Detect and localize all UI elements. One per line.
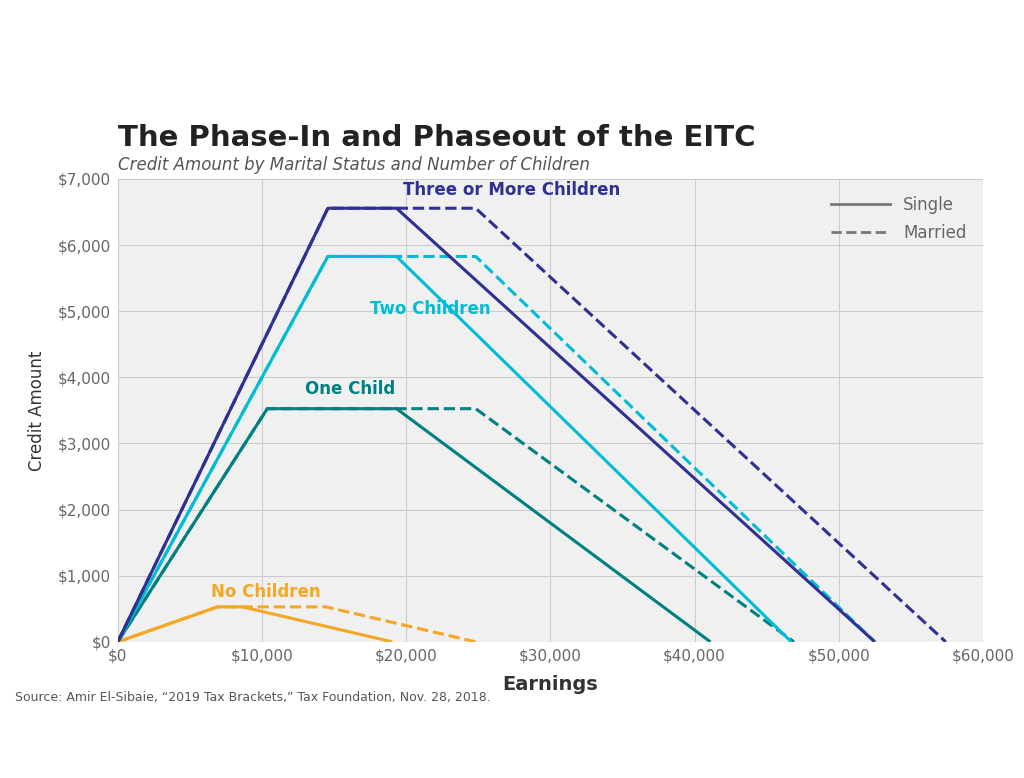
Text: TAX FOUNDATION: TAX FOUNDATION	[15, 741, 195, 759]
Legend: Single, Married: Single, Married	[823, 187, 975, 250]
Text: No Children: No Children	[212, 583, 322, 601]
Text: Three or More Children: Three or More Children	[403, 180, 621, 198]
Text: @TaxFoundation: @TaxFoundation	[872, 741, 1009, 759]
X-axis label: Earnings: Earnings	[503, 675, 598, 694]
Text: One Child: One Child	[305, 380, 395, 398]
Text: The Phase-In and Phaseout of the EITC: The Phase-In and Phaseout of the EITC	[118, 124, 756, 152]
Text: Source: Amir El-Sibaie, “2019 Tax Brackets,” Tax Foundation, Nov. 28, 2018.: Source: Amir El-Sibaie, “2019 Tax Bracke…	[15, 691, 492, 704]
Y-axis label: Credit Amount: Credit Amount	[29, 350, 46, 471]
Text: Credit Amount by Marital Status and Number of Children: Credit Amount by Marital Status and Numb…	[118, 156, 590, 174]
Text: Two Children: Two Children	[370, 300, 490, 317]
